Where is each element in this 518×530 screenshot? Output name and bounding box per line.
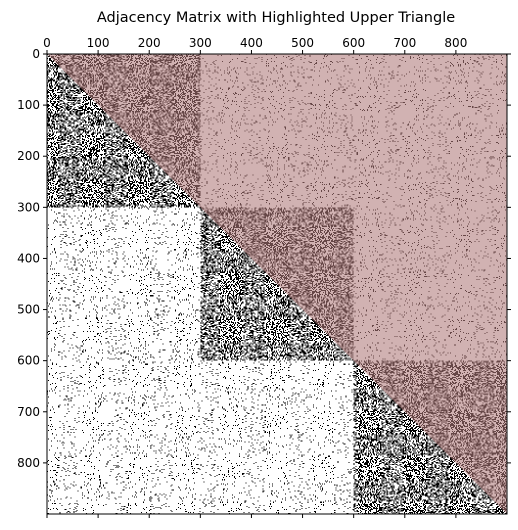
x-tick-label: 800 [444,36,467,50]
x-tick-label: 0 [43,36,51,50]
plot-frame [46,53,508,515]
x-tick-label: 600 [342,36,365,50]
y-axis-ticks: 0 100 200 300 400 500 600 700 800 [17,47,47,470]
y-tick-label: 100 [17,98,40,112]
right-axis-ticks [507,53,511,464]
bottom-axis-ticks [46,514,457,518]
upper-triangle-highlight [47,54,507,514]
x-tick-label: 100 [87,36,110,50]
matrix-area [47,54,507,514]
y-tick-label: 500 [17,303,40,317]
y-tick-label: 800 [17,456,40,470]
chart-title: Adjacency Matrix with Highlighted Upper … [97,10,455,26]
x-tick-label: 500 [291,36,314,50]
x-tick-label: 700 [393,36,416,50]
x-axis-ticks: 0 100 200 300 400 500 600 700 800 [43,36,467,54]
y-tick-label: 200 [17,149,40,163]
x-tick-label: 300 [189,36,212,50]
y-tick-label: 0 [32,47,40,61]
y-tick-label: 700 [17,405,40,419]
y-tick-label: 300 [17,200,40,214]
x-tick-label: 200 [138,36,161,50]
x-tick-label: 400 [240,36,263,50]
y-tick-label: 600 [17,354,40,368]
y-tick-label: 400 [17,251,40,265]
